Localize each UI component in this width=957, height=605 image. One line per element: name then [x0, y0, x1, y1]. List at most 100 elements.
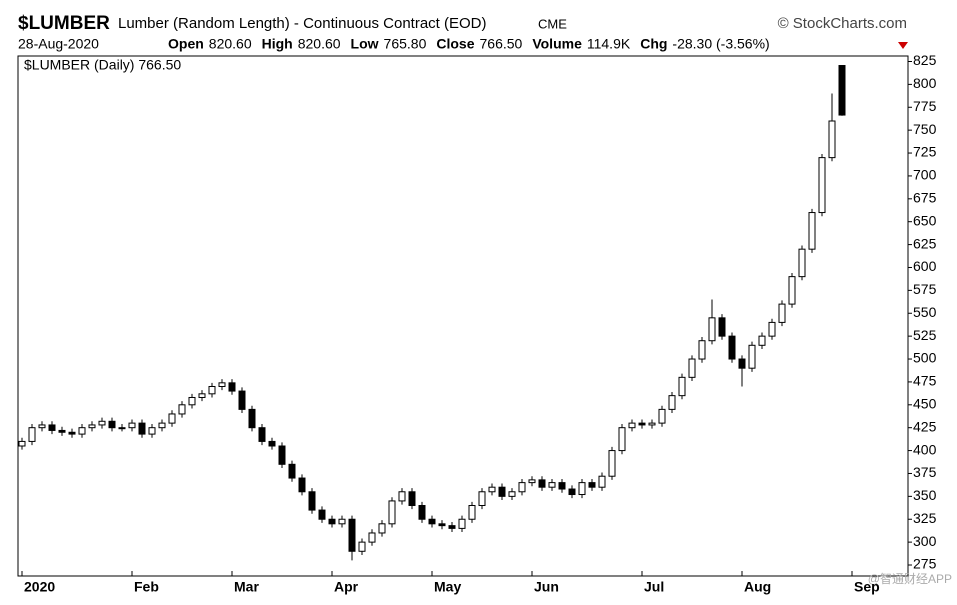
candle-body [828, 120, 836, 159]
candle-body [288, 463, 296, 479]
x-tick-label: Mar [234, 579, 259, 595]
candle-body [458, 518, 466, 529]
y-tick-label: 450 [913, 396, 937, 412]
candle-body [838, 65, 846, 116]
candle-body [658, 408, 666, 424]
candle-body [538, 479, 546, 488]
chart-title: Lumber (Random Length) - Continuous Cont… [118, 15, 487, 32]
candle-body [748, 344, 756, 369]
y-tick-label: 275 [913, 556, 937, 572]
candle-body [348, 518, 356, 552]
candle-body [338, 518, 346, 525]
y-tick-label: 350 [913, 487, 937, 503]
candle-body [558, 482, 566, 490]
candle-body [238, 390, 246, 410]
candle-body [158, 422, 166, 429]
candle-body [378, 523, 386, 534]
candle-body [578, 482, 586, 496]
y-tick-label: 650 [913, 212, 937, 228]
candle-body [368, 532, 376, 543]
candle-body [688, 358, 696, 378]
stat-label: Open [168, 36, 204, 52]
candle-body [548, 482, 556, 488]
candle-body [208, 385, 216, 395]
candle-body [118, 427, 126, 430]
candle-body [498, 486, 506, 497]
candle-body [78, 427, 86, 435]
candle-body [818, 157, 826, 214]
candle-body [628, 422, 636, 429]
candle-body [98, 420, 106, 426]
candle-body [528, 479, 536, 484]
candle-body [718, 317, 726, 337]
candle-body [468, 505, 476, 520]
candle-body [248, 408, 256, 429]
candle-body [58, 429, 66, 433]
candle-body [188, 396, 196, 406]
y-tick-label: 825 [913, 52, 937, 68]
x-tick-label: May [434, 579, 461, 595]
candle-body [728, 335, 736, 360]
legend: $LUMBER (Daily) 766.50 [24, 57, 181, 73]
candle-body [108, 420, 116, 429]
y-tick-label: 525 [913, 327, 937, 343]
candle-body [708, 317, 716, 342]
stat-value: 820.60 [298, 36, 341, 52]
candle-body [68, 431, 76, 435]
candle-body [268, 440, 276, 447]
y-tick-label: 675 [913, 190, 937, 206]
candle-body [128, 422, 136, 429]
candle-body [308, 491, 316, 511]
candle-body [168, 413, 176, 424]
candle-body [18, 440, 26, 447]
stat-label: High [262, 36, 293, 52]
candle-body [488, 486, 496, 493]
y-tick-label: 400 [913, 441, 937, 457]
candle-body [38, 424, 46, 429]
candle-body [518, 482, 526, 493]
stat-value: 820.60 [209, 36, 252, 52]
x-tick-label: Feb [134, 579, 159, 595]
candle-body [148, 427, 156, 435]
candle-body [428, 518, 436, 525]
candle-body [758, 335, 766, 346]
x-tick-label: Apr [334, 579, 359, 595]
x-tick-label: Sep [854, 579, 880, 595]
candle-body [178, 404, 186, 415]
candle-body [298, 477, 306, 493]
exchange: CME [538, 16, 567, 31]
candle-body [738, 358, 746, 369]
candle-body [668, 395, 676, 410]
candle-body [438, 523, 446, 527]
plot-frame [17, 55, 909, 577]
candle-body [768, 321, 776, 337]
candle-body [778, 303, 786, 323]
candle-body [618, 427, 626, 452]
y-tick-label: 625 [913, 235, 937, 251]
candle-body [788, 276, 796, 305]
candle-body [358, 541, 366, 552]
candle-body [508, 491, 516, 497]
y-tick-label: 700 [913, 167, 937, 183]
stat-label: Close [436, 36, 474, 52]
candle-body [478, 491, 486, 507]
x-tick-label: 2020 [24, 579, 55, 595]
candle-body [648, 422, 656, 426]
y-tick-label: 500 [913, 350, 937, 366]
candle-body [258, 427, 266, 442]
candle-body [48, 424, 56, 431]
source: © StockCharts.com [778, 15, 907, 32]
y-tick-label: 300 [913, 533, 937, 549]
candle-body [218, 382, 226, 387]
candle-body [588, 482, 596, 488]
candle-body [28, 427, 36, 442]
x-tick-label: Aug [744, 579, 771, 595]
candle-body [408, 491, 416, 507]
symbol: $LUMBER [18, 13, 110, 34]
candle-body [678, 376, 686, 397]
y-tick-label: 800 [913, 75, 937, 91]
candle-body [698, 340, 706, 360]
y-tick-label: 775 [913, 98, 937, 114]
stat-value: 765.80 [384, 36, 427, 52]
